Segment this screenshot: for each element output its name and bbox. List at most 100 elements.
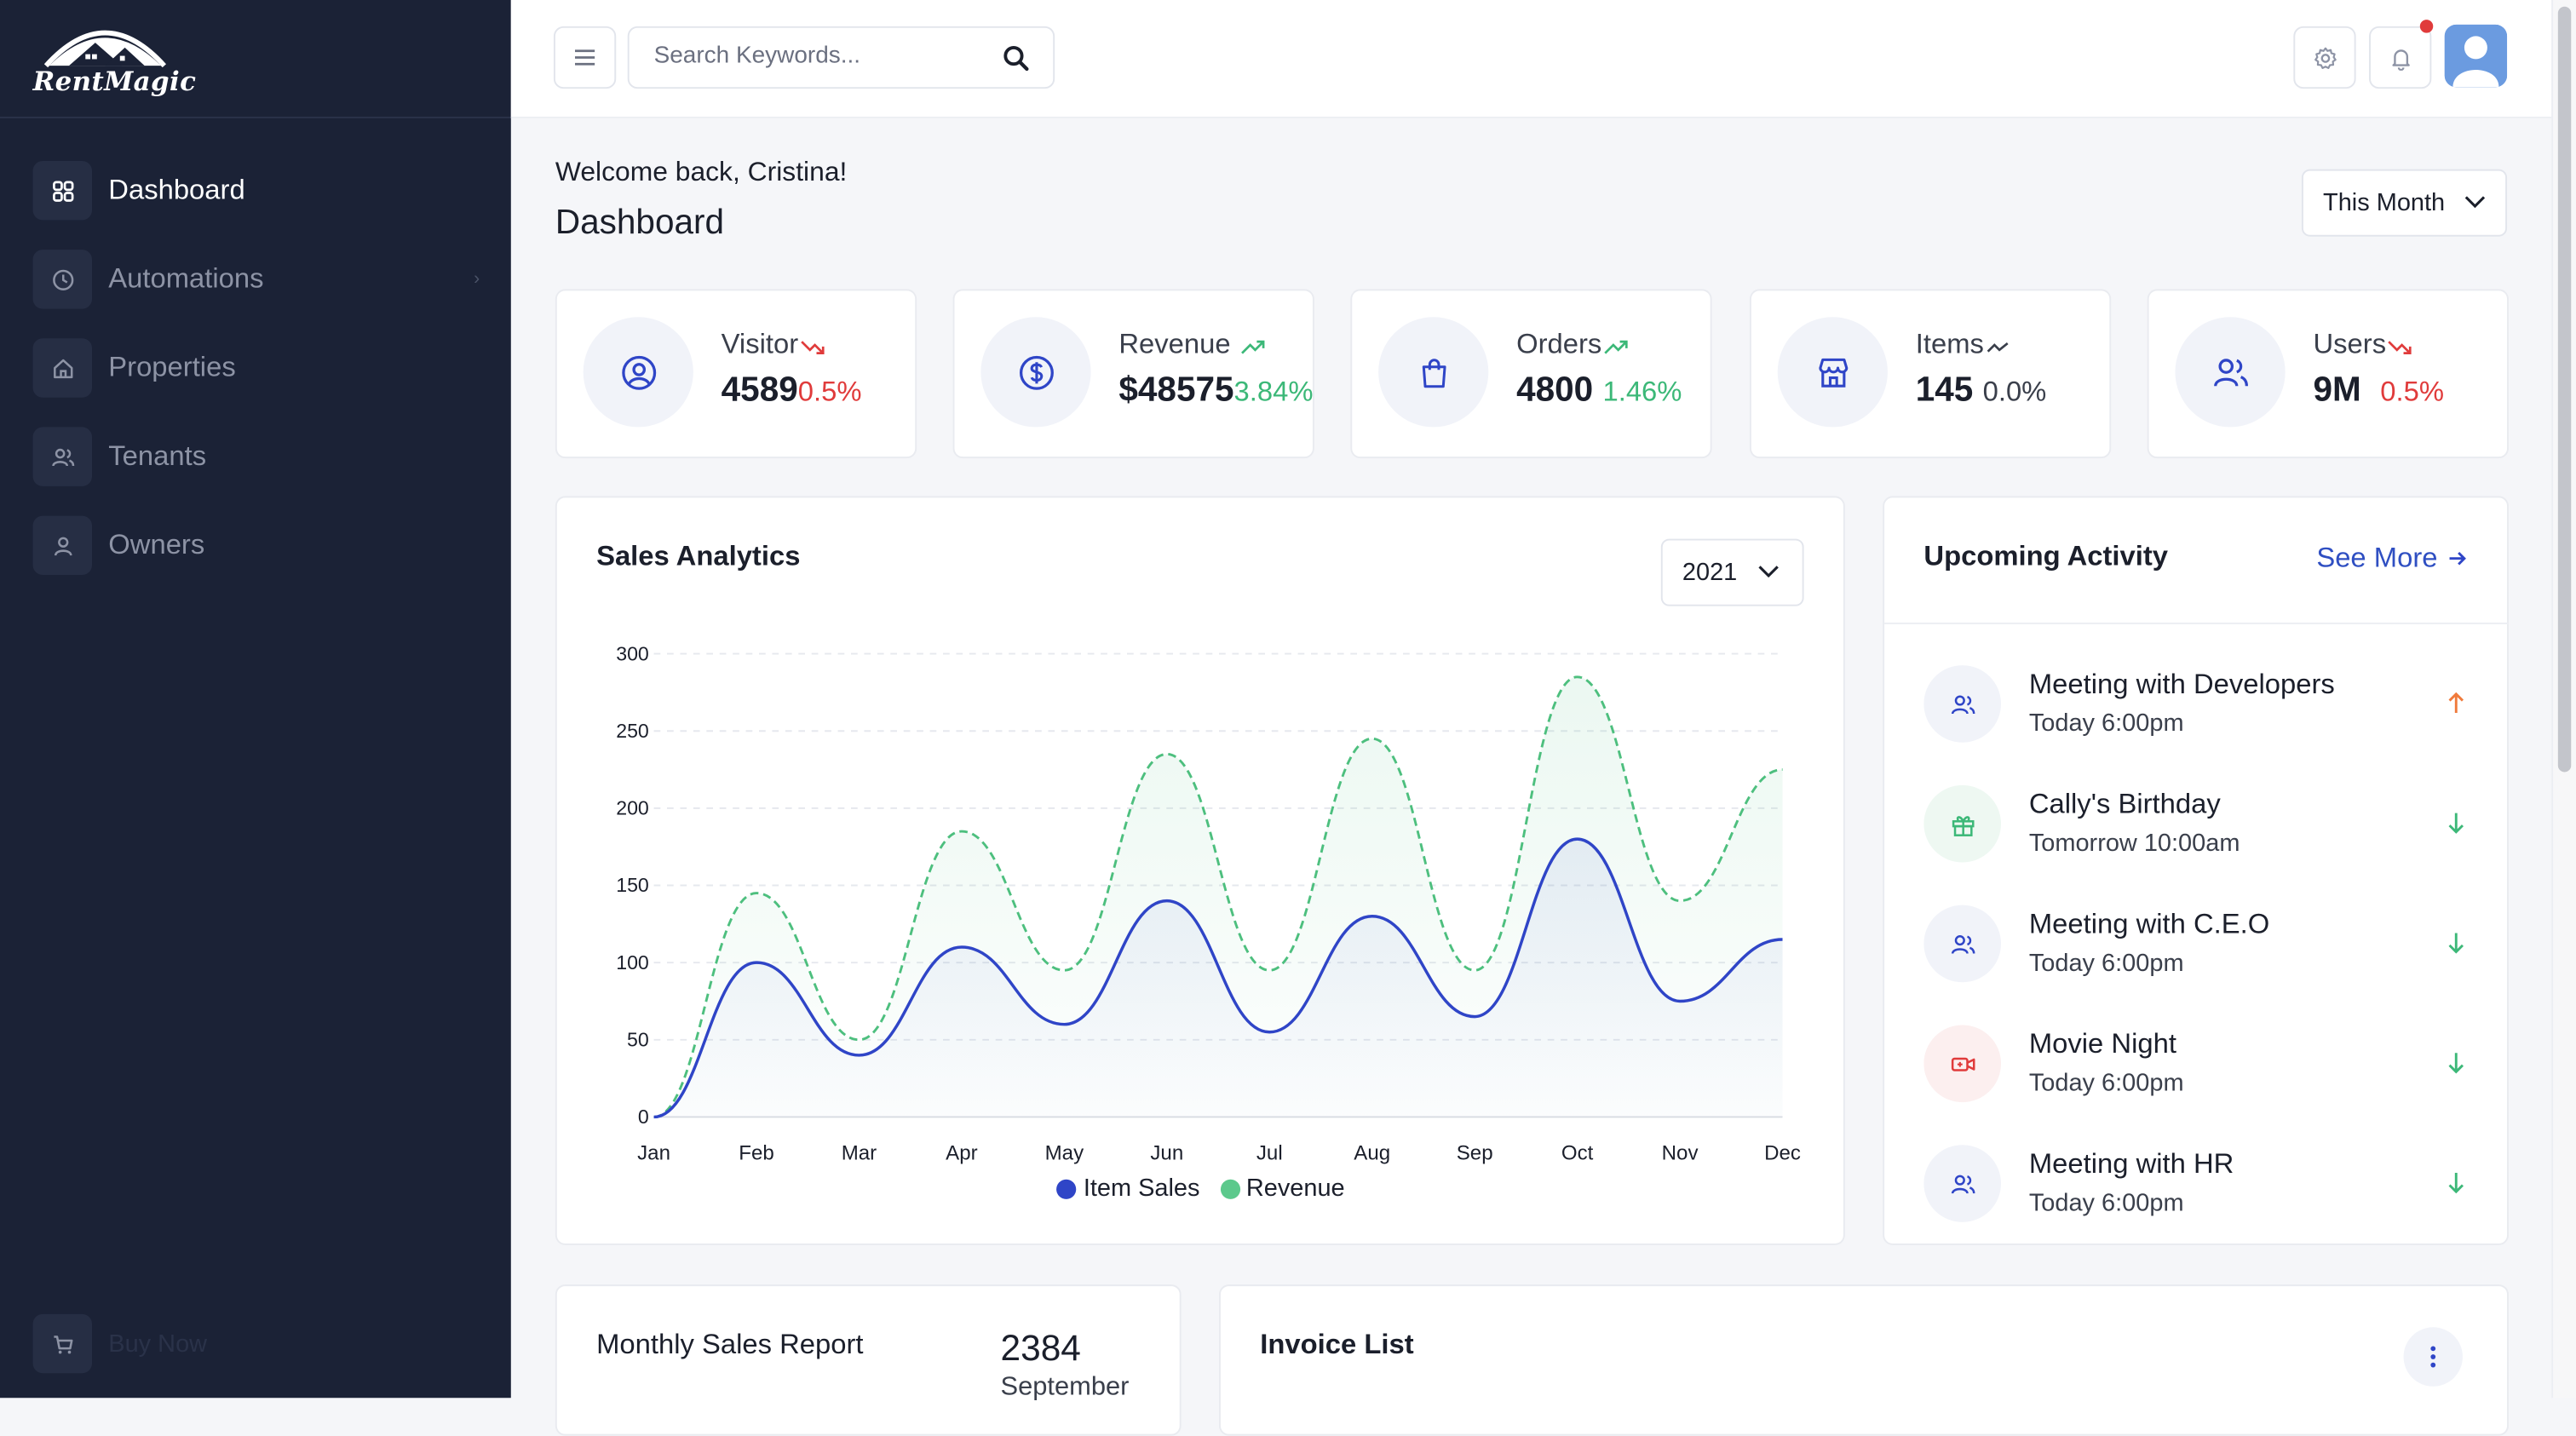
search-input[interactable] [651, 41, 986, 71]
x-tick-label: Jul [1256, 1142, 1283, 1165]
y-tick-label: 200 [616, 797, 649, 819]
clock-icon [33, 250, 92, 308]
legend-item-item-sales[interactable]: Item Sales [1057, 1175, 1200, 1203]
upcoming-activity-card: Upcoming Activity See More Meeting with … [1883, 496, 2509, 1244]
x-tick-label: Aug [1354, 1142, 1390, 1165]
notification-dot [2420, 20, 2433, 32]
bell-icon [2388, 45, 2412, 70]
monthly-sales-card: Monthly Sales Report [555, 1284, 1182, 1435]
x-tick-label: Jan [637, 1142, 670, 1165]
settings-button[interactable] [2293, 26, 2355, 89]
users-icon [1923, 1145, 2001, 1222]
y-tick-label: 50 [627, 1029, 649, 1051]
search-box [628, 26, 1055, 89]
activity-time: Today 6:00pm [2029, 950, 2184, 978]
logo[interactable]: RentMagic [30, 10, 181, 106]
stat-change: 0.0% [1983, 376, 2047, 408]
activity-item[interactable]: Meeting with C.E.O Today 6:00pm [1923, 905, 2465, 987]
sidebar-item-dashboard[interactable]: Dashboard [33, 161, 493, 220]
hamburger-icon [573, 48, 596, 67]
arrow-up-icon [2447, 692, 2466, 715]
activity-item[interactable]: Movie Night Today 6:00pm [1923, 1025, 2465, 1106]
grid-icon [33, 161, 92, 220]
users-icon [2175, 317, 2285, 427]
activity-item[interactable]: Cally's Birthday Tomorrow 10:00am [1923, 785, 2465, 867]
trend-down-icon [800, 337, 826, 353]
y-tick-label: 150 [616, 874, 649, 896]
activity-item[interactable]: Meeting with Developers Today 6:00pm [1923, 665, 2465, 747]
sidebar-item-tenants[interactable]: Tenants [33, 427, 493, 485]
y-tick-label: 100 [616, 951, 649, 974]
stat-label: Visitor [722, 329, 799, 360]
sidebar-item-owners[interactable]: Owners [33, 516, 493, 575]
card-divider [1884, 623, 2509, 624]
monthly-sales-title: Monthly Sales Report [596, 1329, 863, 1362]
stat-label: Revenue [1118, 329, 1230, 360]
notifications-button[interactable] [2369, 26, 2431, 89]
stat-label: Users [2313, 329, 2386, 360]
stat-label: Items [1916, 329, 1984, 360]
stat-card-revenue: Revenue $485753.84% [953, 289, 1314, 458]
x-tick-label: Oct [1561, 1142, 1594, 1165]
stat-change: 1.46% [1602, 376, 1682, 408]
invoice-list-title: Invoice List [1260, 1329, 1413, 1362]
sidebar-nav: Dashboard Automations › Properties Tena [33, 161, 493, 605]
buy-now-button[interactable]: Buy Now [33, 1314, 207, 1373]
welcome-text: Welcome back, Cristina! [555, 158, 848, 189]
x-tick-label: Apr [946, 1142, 977, 1165]
video-icon [1923, 1025, 2001, 1102]
sidebar-item-automations[interactable]: Automations › [33, 250, 493, 308]
arrow-right-icon [2447, 550, 2467, 566]
x-tick-label: Dec [1764, 1142, 1801, 1165]
upcoming-activity-title: Upcoming Activity [1923, 541, 2168, 574]
gift-icon [1923, 785, 2001, 863]
store-icon [1778, 317, 1888, 427]
users-icon [33, 427, 92, 485]
stat-value: $48575 [1118, 371, 1233, 409]
user-circle-icon [584, 317, 693, 427]
period-select[interactable]: This Month [2302, 169, 2507, 237]
legend-dot [1220, 1179, 1239, 1198]
menu-toggle-button[interactable] [554, 26, 616, 89]
see-more-link[interactable]: See More [2316, 542, 2467, 575]
arrow-down-icon [2447, 1051, 2466, 1074]
x-tick-label: Feb [739, 1142, 774, 1165]
more-options-button[interactable] [2404, 1327, 2463, 1386]
page-title: Dashboard [555, 204, 724, 243]
chevron-right-icon: › [474, 269, 480, 289]
x-tick-label: Mar [842, 1142, 877, 1165]
legend-item-revenue[interactable]: Revenue [1220, 1175, 1345, 1203]
shopping-bag-icon [1378, 317, 1488, 427]
dollar-circle-icon [980, 317, 1090, 427]
scrollbar-thumb[interactable] [2558, 7, 2571, 773]
stat-value: 9M [2313, 371, 2360, 409]
activity-title: Meeting with C.E.O [2029, 909, 2269, 942]
activity-time: Tomorrow 10:00am [2029, 830, 2240, 858]
avatar[interactable] [2445, 25, 2507, 87]
activity-item[interactable]: Meeting with HR Today 6:00pm [1923, 1145, 2465, 1226]
activity-time: Today 6:00pm [2029, 1070, 2184, 1098]
x-tick-label: Nov [1662, 1142, 1699, 1165]
legend-label: Revenue [1246, 1175, 1345, 1203]
gear-icon [2313, 45, 2337, 70]
users-icon [1923, 905, 2001, 983]
x-tick-label: Jun [1150, 1142, 1183, 1165]
chevron-down-icon [2464, 196, 2486, 209]
search-icon[interactable] [1002, 44, 1030, 72]
stat-change: 3.84% [1234, 376, 1314, 408]
activity-title: Meeting with HR [2029, 1148, 2234, 1181]
sidebar: RentMagic Dashboard Automations › [0, 0, 511, 1398]
stat-value: 4800 [1516, 371, 1593, 409]
y-tick-label: 0 [638, 1106, 649, 1128]
invoice-list-card: Invoice List [1219, 1284, 2509, 1435]
activity-title: Meeting with Developers [2029, 669, 2335, 702]
legend-dot [1057, 1179, 1077, 1198]
stat-card-visitor: Visitor 45890.5% [555, 289, 917, 458]
trend-neutral-icon [1986, 337, 2012, 353]
stat-card-orders: Orders 4800 1.46% [1350, 289, 1711, 458]
cart-icon [33, 1314, 92, 1373]
page-scrollbar[interactable] [2551, 0, 2576, 1398]
sidebar-item-properties[interactable]: Properties [33, 338, 493, 397]
